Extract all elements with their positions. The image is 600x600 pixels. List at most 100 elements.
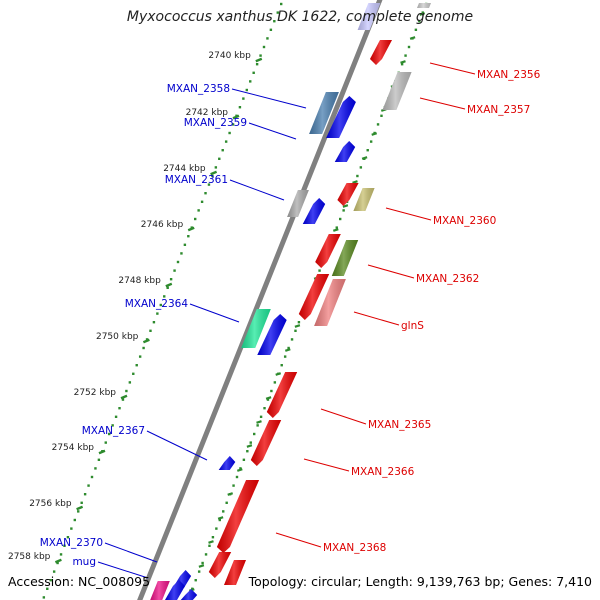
outer-track-dash: [332, 228, 339, 232]
gene-leader-lines: [97, 62, 476, 579]
label-mug: mug: [72, 556, 96, 568]
inner-track-dot: [66, 536, 70, 539]
gene-top-edge-shade: [357, 3, 381, 30]
gene-unlabeled-5: [315, 234, 341, 268]
inner-track-dot: [255, 63, 259, 66]
leader-mxan-2358: [231, 88, 307, 109]
inner-track-dot: [49, 579, 52, 582]
scale-label: 2754 kbp: [52, 443, 95, 453]
inner-track-dot: [280, 2, 283, 6]
inner-track-dot: [214, 166, 218, 169]
label-mxan-2368: MXAN_2368: [323, 542, 386, 554]
gene-mxan-2366-shade: [216, 480, 260, 553]
outer-track-dot: [339, 217, 342, 221]
inner-track-dot: [83, 493, 87, 496]
outer-track-dot: [369, 140, 373, 143]
leader-mxan-2367: [146, 430, 208, 461]
inner-track-dot: [63, 544, 66, 547]
leader-mxan-2370: [104, 542, 158, 563]
inner-track-dot: [187, 235, 190, 238]
gene-mxan-2368-shade: [224, 560, 246, 585]
gene-mxan-2357: [382, 72, 412, 110]
scale-label: 2748 kbp: [118, 276, 161, 286]
scale-tick: [232, 114, 240, 120]
scale-label: 2756 kbp: [29, 499, 72, 509]
leader-mxan-2368: [275, 532, 322, 548]
scale-tick: [142, 338, 150, 344]
inner-track-dot: [156, 312, 159, 315]
gene-mxan-2364: [241, 309, 271, 348]
inner-track-dot: [121, 398, 125, 401]
outer-track-dash: [198, 564, 205, 568]
leader-mug: [97, 561, 149, 579]
leader-mxan-2356: [429, 62, 476, 75]
outer-track-dot: [335, 226, 338, 229]
inner-track-dot: [218, 157, 221, 160]
gene-mxan-2370-shade: [165, 580, 185, 600]
outer-track-dash: [409, 36, 416, 40]
outer-track-dot: [232, 484, 235, 487]
inner-track-dot: [108, 432, 111, 436]
outer-track-dash: [342, 204, 349, 208]
outer-track-dot: [342, 209, 345, 212]
outer-track-dot: [266, 398, 270, 401]
gene-unlabeled-10: [180, 589, 198, 600]
outer-track-dash: [256, 420, 262, 424]
gene-mxan-2358: [309, 92, 339, 134]
scale-tick: [255, 57, 263, 63]
gene-unlabeled-3-shade: [302, 198, 326, 224]
outer-track-dot: [222, 510, 225, 513]
gene-mxan-2362: [331, 240, 359, 276]
outer-track-dash: [227, 492, 234, 496]
outer-track-dash: [275, 372, 282, 376]
genome-title: Myxococcus xanthus DK 1622, complete gen…: [126, 9, 474, 25]
scale-tick: [76, 505, 84, 511]
outer-track-dot: [239, 467, 242, 470]
gene-mxan-2365: [250, 420, 282, 466]
scale-tick: [187, 226, 195, 232]
inner-track-dot: [145, 338, 149, 341]
outer-track-dot: [270, 389, 273, 393]
inner-track-dot: [118, 407, 121, 410]
inner-track-dot: [87, 484, 90, 487]
leader-mxan-2362: [367, 264, 415, 279]
inner-track-dot: [204, 192, 207, 195]
outer-track-dot: [225, 501, 228, 504]
inner-track-dot: [242, 97, 245, 100]
label-mxan-2370: MXAN_2370: [40, 537, 103, 549]
inner-track-dot: [249, 80, 252, 83]
inner-track-dot: [166, 286, 169, 289]
outer-track-dash: [284, 348, 291, 352]
gene-mxan-2356: [370, 40, 392, 65]
inner-track-dot: [159, 303, 162, 307]
inner-track-dot: [273, 20, 276, 23]
outer-track-dot: [400, 63, 404, 66]
gene-unlabeled-2-shade: [287, 190, 309, 217]
outer-track-dot: [259, 415, 263, 418]
outer-track-dot: [273, 381, 277, 384]
inner-track-dot: [224, 140, 228, 143]
inner-track-dot: [211, 174, 214, 178]
inner-track-dot: [200, 200, 204, 203]
inner-track-dot: [125, 389, 128, 393]
gene-unlabeled-7: [266, 372, 298, 418]
scale-tick: [165, 282, 173, 288]
outer-track-dot: [366, 149, 369, 152]
label-mxan-2367: MXAN_2367: [82, 425, 145, 437]
outer-track-dot: [215, 527, 218, 530]
gene-mxan-2360: [353, 188, 375, 211]
inner-track-dot: [266, 37, 269, 40]
inner-track-dot: [56, 561, 59, 565]
outer-track-dot: [297, 321, 301, 324]
inner-track-dot: [128, 381, 132, 384]
inner-track-dot: [252, 71, 255, 74]
inner-track-dot: [180, 252, 183, 255]
inner-track-dot: [132, 372, 135, 375]
genome-backbone: [137, 0, 383, 600]
gene-top-edge: [357, 3, 381, 30]
outer-track-dot: [249, 441, 252, 444]
inner-track-dot: [104, 441, 107, 444]
inner-track-dot: [90, 475, 94, 479]
outer-track-dot: [290, 338, 294, 341]
